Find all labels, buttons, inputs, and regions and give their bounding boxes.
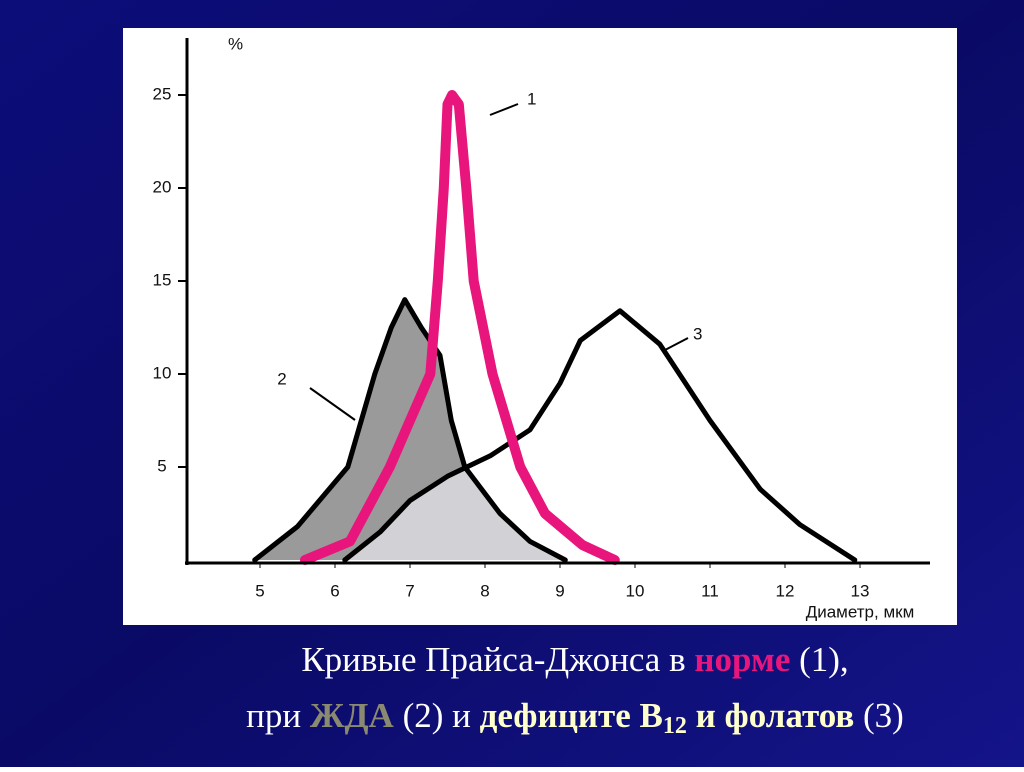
- series-line: [342, 308, 858, 563]
- x-tick-label: 9: [555, 581, 564, 600]
- x-tick-label: 5: [255, 581, 264, 600]
- x-axis-label: Диаметр, мкм: [806, 602, 915, 621]
- caption-text: и фолатов: [687, 696, 854, 735]
- x-tick-label: 13: [851, 581, 870, 600]
- y-axis-label: %: [228, 34, 243, 53]
- leader-line: [309, 387, 356, 421]
- y-tick-label: 20: [153, 177, 172, 196]
- caption-text: норме: [694, 640, 790, 679]
- caption-text: Кривые Прайса-Джонса в: [301, 640, 694, 679]
- caption-text: ЖДА: [310, 696, 395, 735]
- x-tick-label: 11: [701, 581, 719, 600]
- caption-text: (1),: [790, 640, 848, 679]
- x-tick-label: 6: [330, 581, 339, 600]
- caption-text: 12: [663, 713, 687, 739]
- x-tick-label: 8: [480, 581, 489, 600]
- y-tick-label: 10: [153, 363, 172, 382]
- leader-line: [664, 337, 689, 351]
- x-tick-label: 7: [405, 581, 414, 600]
- series-line: [300, 90, 620, 565]
- series-line: [252, 297, 568, 563]
- caption-text: (2) и: [394, 696, 480, 735]
- caption-text: (3): [854, 696, 904, 735]
- plot: [252, 90, 858, 565]
- y-tick-label: 5: [157, 456, 166, 475]
- y-tick-label: 15: [153, 270, 172, 289]
- series-label: 1: [527, 89, 536, 108]
- x-tick-label: 12: [776, 581, 795, 600]
- caption-text: дефиците В: [480, 696, 663, 735]
- area-fill: [344, 310, 566, 560]
- caption-text: при: [246, 696, 310, 735]
- leader-line: [489, 103, 519, 116]
- series-label: 2: [277, 369, 286, 388]
- caption-line: Кривые Прайса-Джонса в норме (1),: [301, 640, 848, 679]
- series-label: 3: [693, 324, 702, 343]
- y-tick-label: 25: [153, 84, 172, 103]
- x-tick-label: 10: [626, 581, 645, 600]
- chart-panel: [123, 28, 957, 625]
- caption-line: при ЖДА (2) и дефиците В12 и фолатов (3): [246, 696, 904, 738]
